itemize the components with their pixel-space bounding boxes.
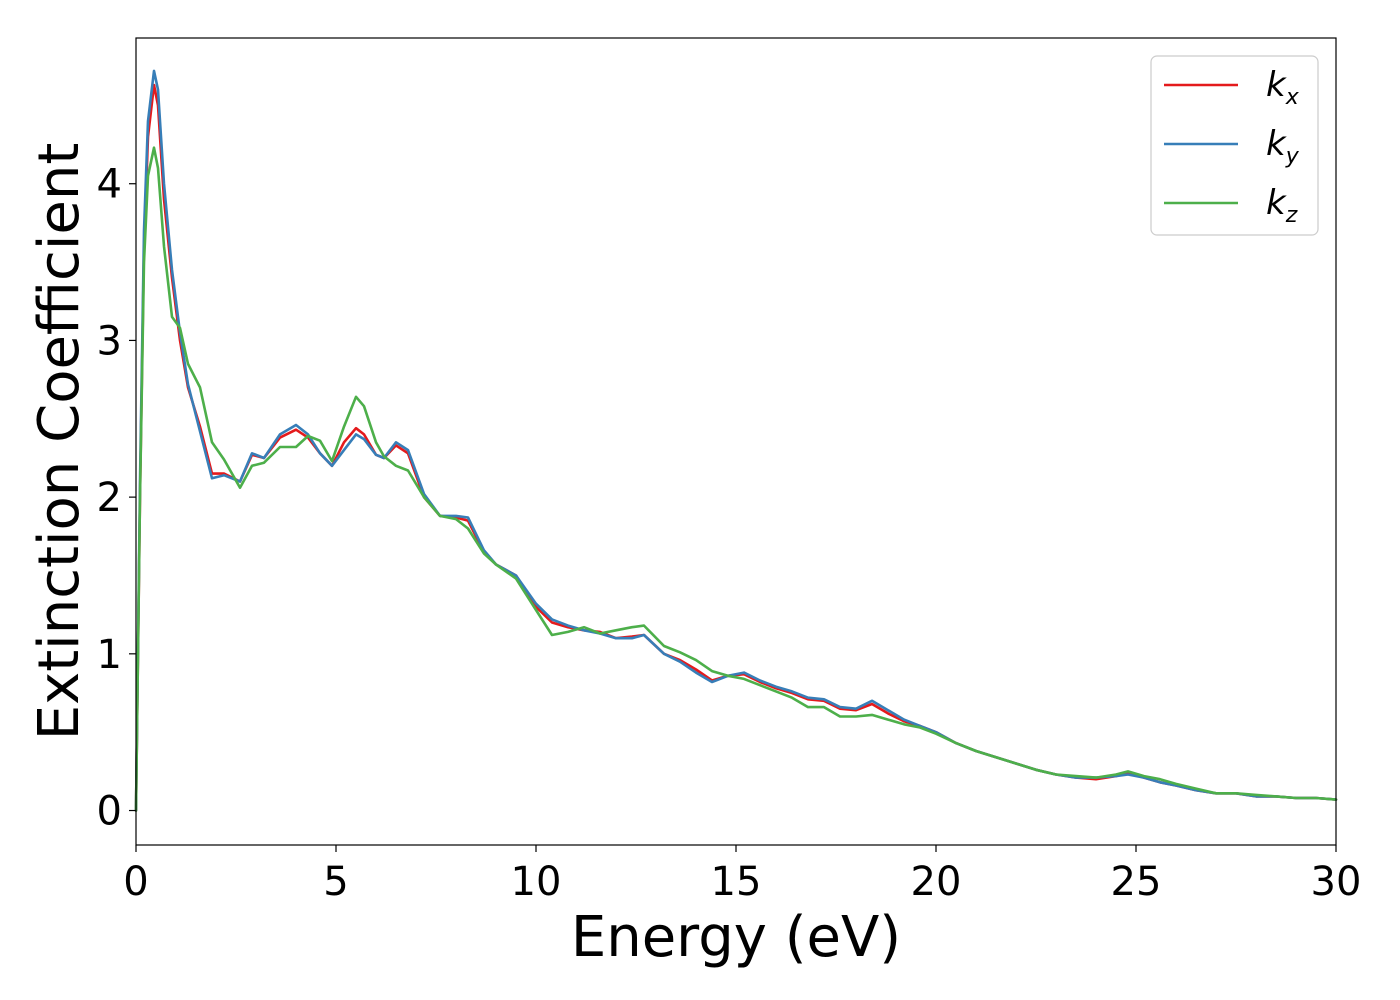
- x-axis-ticks: 0 5 10 15 20 25 30: [123, 845, 1361, 905]
- x-tick-label: 15: [711, 859, 762, 905]
- legend: kx ky kz: [1150, 55, 1319, 236]
- x-tick-label: 0: [123, 859, 148, 905]
- y-tick-label: 4: [97, 162, 122, 208]
- x-tick-label: 25: [1111, 859, 1162, 905]
- x-axis-label: Energy (eV): [571, 905, 901, 970]
- x-tick-label: 30: [1311, 859, 1362, 905]
- series-line-z: [134, 146, 1338, 812]
- y-tick-label: 1: [97, 632, 122, 678]
- y-tick-label: 2: [97, 475, 122, 521]
- legend-frame: [1150, 55, 1319, 236]
- series-layer: [134, 69, 1338, 812]
- y-axis-ticks: 0 1 2 3 4: [97, 162, 136, 835]
- legend-label-z: kz: [1266, 183, 1298, 228]
- x-tick-label: 10: [511, 859, 562, 905]
- x-tick-label: 20: [911, 859, 962, 905]
- x-tick-label: 5: [323, 859, 348, 905]
- y-tick-label: 3: [97, 318, 122, 364]
- y-axis-label: Extinction Coefficient: [27, 143, 92, 741]
- legend-label-y: ky: [1266, 124, 1300, 169]
- y-tick-label: 0: [97, 789, 122, 835]
- legend-label-x: kx: [1266, 65, 1300, 110]
